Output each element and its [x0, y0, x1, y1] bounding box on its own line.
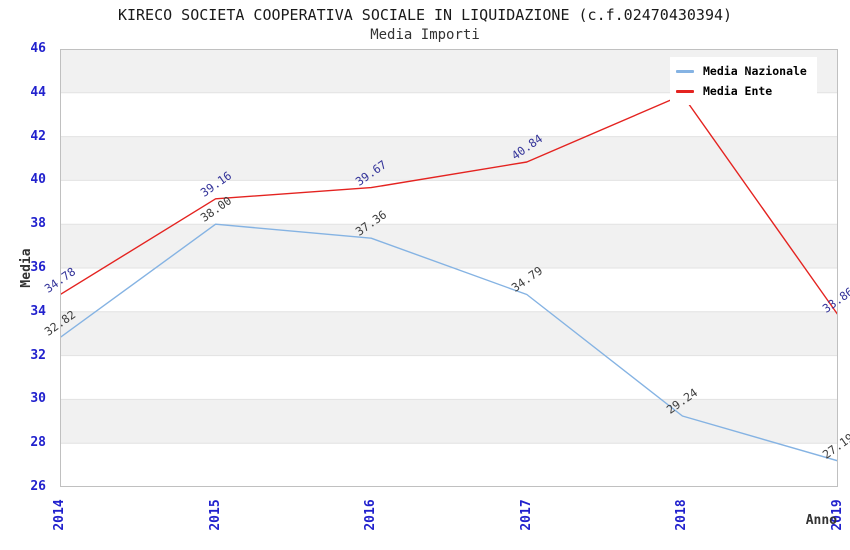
plot-area — [60, 49, 838, 487]
series-line-media-ente — [60, 94, 838, 316]
chart-title: KIRECO SOCIETA COOPERATIVA SOCIALE IN LI… — [117, 6, 733, 24]
y-tick-label: 36 — [30, 260, 46, 275]
y-tick-label: 42 — [30, 128, 46, 144]
x-tick-label: 2015 — [207, 499, 223, 531]
x-tick-label: 2017 — [518, 499, 534, 531]
background-band — [60, 224, 838, 268]
x-tick-label: 2016 — [363, 499, 379, 531]
y-tick-label: 38 — [30, 216, 46, 232]
y-tick-label: 28 — [30, 435, 46, 451]
chart-subtitle: Media Importi — [370, 27, 480, 43]
y-tick-label: 34 — [30, 303, 46, 319]
background-band — [60, 311, 838, 356]
line-chart-canvas — [60, 49, 838, 487]
background-band — [60, 355, 838, 400]
legend-label: Media Ente — [703, 84, 773, 98]
legend-line-swatch — [676, 89, 694, 93]
legend-entry: Media Ente — [676, 81, 807, 101]
x-tick-label: 2018 — [674, 499, 690, 531]
background-band — [60, 399, 838, 444]
y-tick-label: 32 — [30, 347, 46, 363]
y-tick-label: 44 — [30, 84, 46, 100]
background-band — [60, 136, 838, 181]
legend-entry: Media Nazionale — [676, 61, 807, 81]
background-band — [60, 180, 838, 225]
x-tick-label: 2014 — [52, 499, 67, 531]
series-line-media-nazionale — [60, 223, 838, 462]
plot-border — [60, 49, 838, 487]
background-band — [60, 443, 838, 487]
y-tick-label: 40 — [30, 172, 46, 188]
x-axis-label: Anno — [805, 513, 837, 528]
legend-label: Media Nazionale — [703, 64, 807, 78]
y-tick-label: 30 — [30, 391, 46, 407]
chart-legend: Media Nazionale Media Ente — [670, 57, 817, 105]
background-band — [60, 268, 838, 312]
y-tick-label: 26 — [30, 479, 46, 494]
y-tick-label: 46 — [30, 41, 46, 56]
legend-line-swatch — [676, 69, 694, 73]
